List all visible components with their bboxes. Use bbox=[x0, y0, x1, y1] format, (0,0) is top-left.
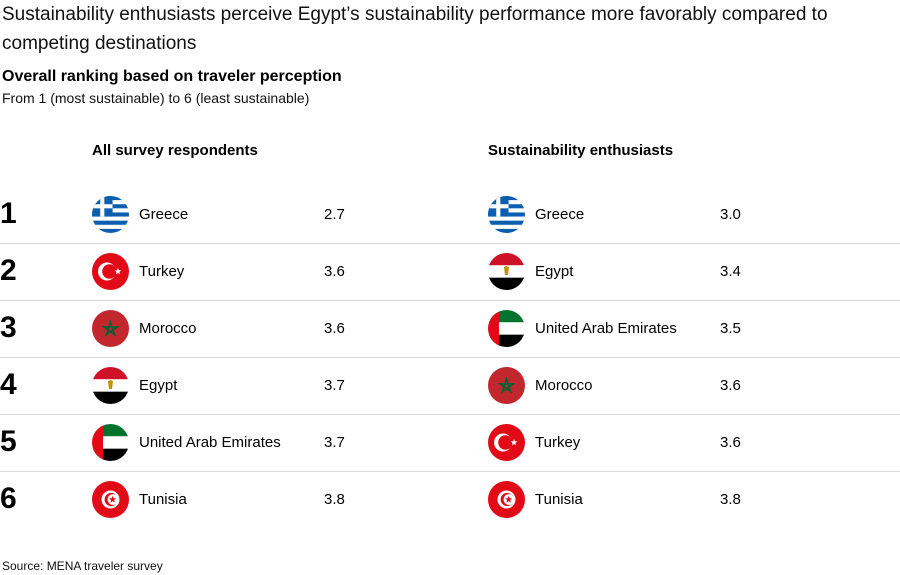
rank-number: 4 bbox=[0, 368, 17, 401]
rank-number: 6 bbox=[0, 482, 17, 515]
row-divider bbox=[0, 300, 900, 301]
country-name: Tunisia bbox=[535, 491, 583, 508]
country-name: Egypt bbox=[139, 377, 178, 394]
score-value: 3.6 bbox=[324, 320, 345, 337]
column-header-all-respondents: All survey respondents bbox=[92, 142, 258, 159]
score-value: 3.8 bbox=[720, 491, 741, 508]
score-value: 3.6 bbox=[324, 263, 345, 280]
score-value: 3.6 bbox=[720, 434, 741, 451]
score-value: 3.5 bbox=[720, 320, 741, 337]
uae-flag-icon bbox=[488, 310, 525, 347]
rank-number: 2 bbox=[0, 254, 17, 287]
tunisia-flag-icon bbox=[92, 481, 129, 518]
country-name: Egypt bbox=[535, 263, 574, 280]
score-value: 3.7 bbox=[324, 377, 345, 394]
country-name: United Arab Emirates bbox=[139, 434, 281, 451]
turkey-flag-icon bbox=[488, 424, 525, 461]
column-header-enthusiasts: Sustainability enthusiasts bbox=[488, 142, 674, 159]
greece-flag-icon bbox=[488, 196, 525, 233]
chart-headline: Sustainability enthusiasts perceive Egyp… bbox=[2, 4, 828, 54]
score-value: 3.8 bbox=[324, 491, 345, 508]
country-name: Greece bbox=[139, 206, 189, 223]
country-name: Morocco bbox=[535, 377, 593, 394]
greece-flag-icon bbox=[92, 196, 129, 233]
egypt-flag-icon bbox=[92, 367, 129, 404]
chart-subtitle: Overall ranking based on traveler percep… bbox=[2, 68, 342, 85]
score-value: 3.4 bbox=[720, 263, 741, 280]
row-divider bbox=[0, 471, 900, 472]
morocco-flag-icon bbox=[92, 310, 129, 347]
country-name: United Arab Emirates bbox=[535, 320, 677, 337]
turkey-flag-icon bbox=[92, 253, 129, 290]
rank-number: 3 bbox=[0, 311, 17, 344]
uae-flag-icon bbox=[92, 424, 129, 461]
row-divider bbox=[0, 414, 900, 415]
scale-note: From 1 (most sustainable) to 6 (least su… bbox=[2, 90, 310, 106]
country-name: Turkey bbox=[139, 263, 185, 280]
row-divider bbox=[0, 243, 900, 244]
tunisia-flag-icon bbox=[488, 481, 525, 518]
score-value: 3.7 bbox=[324, 434, 345, 451]
morocco-flag-icon bbox=[488, 367, 525, 404]
rank-number: 5 bbox=[0, 425, 17, 458]
score-value: 2.7 bbox=[324, 206, 345, 223]
egypt-flag-icon bbox=[488, 253, 525, 290]
country-name: Morocco bbox=[139, 320, 197, 337]
country-name: Greece bbox=[535, 206, 585, 223]
rank-number: 1 bbox=[0, 197, 17, 230]
row-divider bbox=[0, 357, 900, 358]
country-name: Turkey bbox=[535, 434, 581, 451]
score-value: 3.6 bbox=[720, 377, 741, 394]
source-note: Source: MENA traveler survey bbox=[2, 559, 163, 573]
score-value: 3.0 bbox=[720, 206, 741, 223]
country-name: Tunisia bbox=[139, 491, 187, 508]
